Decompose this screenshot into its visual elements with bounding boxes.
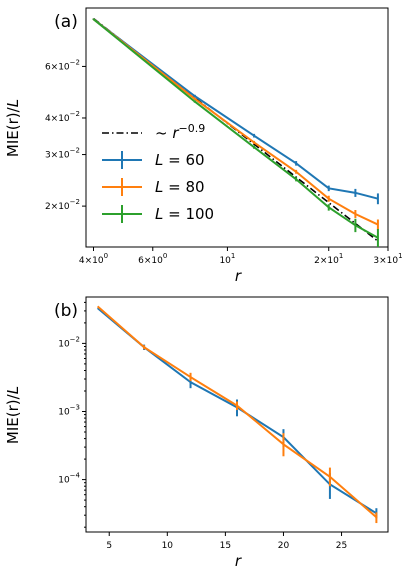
y-tick-label-a: 4×10−2 [45,110,80,124]
x-tick-label-b: 20 [278,541,290,551]
legend-label: ~ r−0.9 [155,122,205,142]
y-axis-label-a: MIE(r)/L [4,99,22,157]
series-line [92,18,379,226]
panel-label-b: (b) [54,301,78,321]
x-tick-label-a: 4×100 [79,252,108,266]
x-tick-label-a: 2×101 [314,252,343,266]
plot-frame-a [85,7,389,248]
x-axis-label-b: r [235,552,242,570]
y-tick-label-a: 2×10−2 [45,198,80,212]
x-axis-label-a: r [235,267,242,285]
y-tick-label-a: 6×10−2 [45,58,80,72]
panel-a: 4×100 6×100 101 2×101 3×101 2×10−2 3×10−2 4×10−… [4,7,403,285]
legend-label: L = 60 [155,151,205,169]
panel-b: 5 10 15 20 25 10−2 10−3 10−4 (b) r MIE(r)/L [4,296,389,570]
legend-label: L = 100 [155,205,214,223]
y-tick-label-b: 10−4 [58,472,80,486]
x-tick-label-b: 5 [106,541,112,551]
legend: ~ r−0.9 L = 60 L = 80 L = 100 [102,122,214,223]
y-axis-label-b: MIE(r)/L [4,386,22,444]
series-line [92,18,379,200]
x-tick-label-a: 101 [219,252,235,266]
legend-label: L = 80 [155,178,205,196]
x-tick-label-a: 3×101 [373,252,402,266]
x-tick-label-b: 15 [220,541,231,551]
y-tick-label-b: 10−2 [58,335,80,349]
y-tick-label-b: 10−3 [58,403,80,417]
x-tick-label-a: 6×100 [138,252,167,266]
y-tick-label-a: 3×10−2 [45,147,80,161]
x-tick-label-b: 25 [336,541,347,551]
x-tick-label-b: 10 [162,541,174,551]
panel-label-a: (a) [54,12,78,32]
